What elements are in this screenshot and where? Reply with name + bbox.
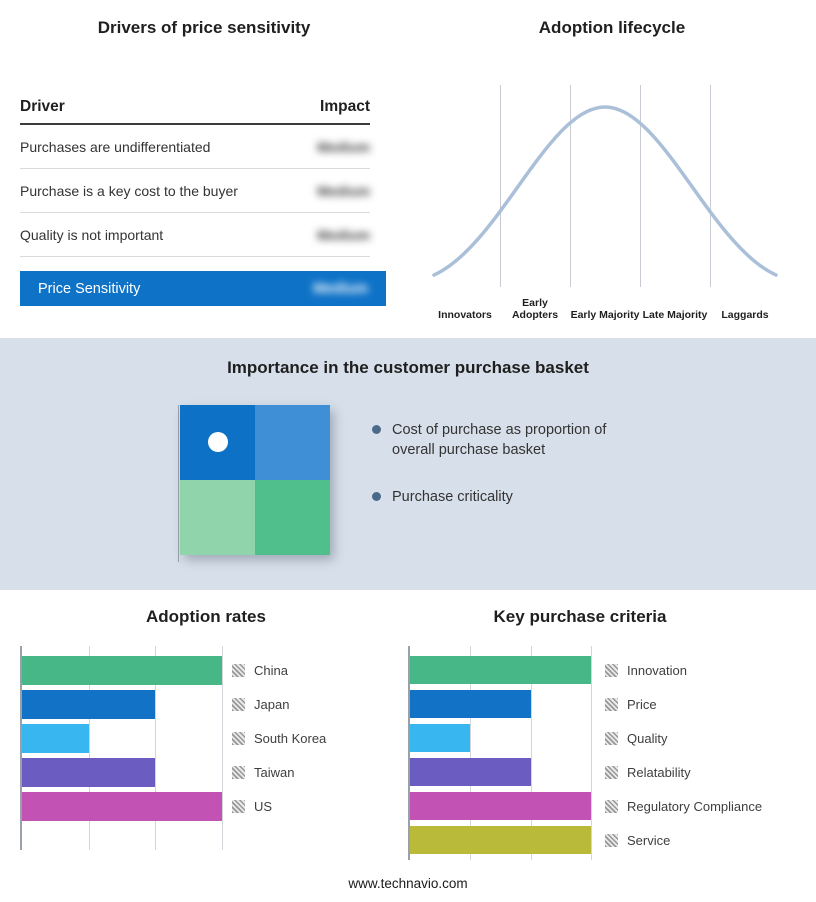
list-item: Cost of purchase as proportion of overal… <box>372 420 652 461</box>
legend-swatch-icon <box>605 697 618 711</box>
legend-item: US <box>232 792 326 821</box>
legend-swatch-icon <box>605 765 618 779</box>
bell-curve-icon <box>432 105 778 277</box>
legend-swatch-icon <box>232 664 245 677</box>
gridline <box>530 646 532 860</box>
legend-item: Relatability <box>605 758 762 786</box>
bullet-icon <box>372 425 381 434</box>
price-sensitivity-highlight-row: Price Sensitivity Medium <box>20 271 386 306</box>
gridline <box>222 646 223 850</box>
bar-relatability <box>410 758 531 786</box>
adoption-rates-title: Adoption rates <box>146 607 266 626</box>
impact-cell-redacted: Medium <box>317 226 370 243</box>
gridline <box>570 85 571 287</box>
lifecycle-plot-area <box>430 85 780 287</box>
gridline <box>88 646 90 850</box>
purchase-basket-section: Importance in the customer purchase bask… <box>0 338 816 590</box>
key-purchase-criteria-bars <box>410 646 591 860</box>
column-header-impact: Impact <box>320 98 370 115</box>
adoption-lifecycle-chart: Innovators Early Adopters Early Majority… <box>430 85 780 321</box>
legend-item: Japan <box>232 690 326 719</box>
driver-cell: Purchase is a key cost to the buyer <box>20 182 238 199</box>
stage-label: Early Majority <box>570 308 640 321</box>
bar-china <box>22 656 222 685</box>
legend-swatch-icon <box>232 766 245 779</box>
legend-item: Taiwan <box>232 758 326 787</box>
adoption-rates-plot <box>20 646 223 850</box>
table-row: Purchases are undifferentiated Medium <box>20 125 370 169</box>
key-purchase-criteria-title: Key purchase criteria <box>493 607 667 626</box>
impact-cell-redacted: Medium <box>317 138 370 155</box>
bar-quality <box>410 724 471 752</box>
matrix-quadrant-bottom-right <box>255 480 330 555</box>
table-row: Quality is not important Medium <box>20 213 370 257</box>
legend-swatch-icon <box>232 800 245 813</box>
purchase-basket-matrix <box>180 405 330 555</box>
adoption-rates-bars <box>22 646 222 850</box>
lifecycle-stage-labels: Innovators Early Adopters Early Majority… <box>430 293 780 321</box>
legend-item: Innovation <box>605 656 762 684</box>
bullet-text: Purchase criticality <box>392 488 513 505</box>
bullet-icon <box>372 491 381 501</box>
drivers-section-title: Drivers of price sensitivity <box>97 18 311 37</box>
list-item: Purchase criticality <box>372 487 652 507</box>
legend-item: Price <box>605 690 762 718</box>
legend-swatch-icon <box>605 833 618 847</box>
stage-label: Innovators <box>438 308 492 321</box>
gridline <box>470 646 472 860</box>
gridline <box>710 85 711 287</box>
price-sensitivity-label: Price Sensitivity <box>38 280 141 297</box>
drivers-table: Driver Impact Purchases are undifferenti… <box>20 90 386 306</box>
column-header-driver: Driver <box>20 98 65 115</box>
bar-japan <box>22 690 156 719</box>
bar-south-korea <box>22 724 89 753</box>
legend-item: South Korea <box>232 724 326 753</box>
lifecycle-section-title: Adoption lifecycle <box>538 18 686 37</box>
legend-swatch-icon <box>232 698 245 711</box>
impact-cell-redacted: Medium <box>313 280 368 297</box>
gridline <box>591 646 592 860</box>
legend-swatch-icon <box>605 731 618 745</box>
matrix-quadrant-top-right <box>255 405 330 480</box>
top-section: Drivers of price sensitivity Adoption li… <box>0 0 816 338</box>
legend-swatch-icon <box>605 799 618 813</box>
key-purchase-criteria-legend: Innovation Price Quality Relatability Re… <box>605 656 762 860</box>
bullet-text: Cost of purchase as proportion of overal… <box>392 422 607 459</box>
driver-cell: Quality is not important <box>20 226 164 243</box>
matrix-dot-icon <box>208 432 228 452</box>
bar-regulatory-compliance <box>410 792 591 820</box>
matrix-quadrant-top-left <box>180 405 255 480</box>
footer-url: www.technavio.com <box>348 876 468 891</box>
gridline <box>500 85 501 287</box>
adoption-rates-legend: China Japan South Korea Taiwan US <box>232 656 326 826</box>
matrix-quadrant-bottom-left <box>180 480 255 555</box>
gridline <box>640 85 641 287</box>
bar-us <box>22 792 222 821</box>
purchase-basket-title: Importance in the customer purchase bask… <box>227 358 589 377</box>
matrix-axis-line <box>178 405 179 562</box>
legend-swatch-icon <box>232 732 245 745</box>
purchase-basket-bullets: Cost of purchase as proportion of overal… <box>372 420 652 533</box>
legend-item: China <box>232 656 326 685</box>
drivers-table-header: Driver Impact <box>20 90 370 125</box>
legend-swatch-icon <box>605 663 618 677</box>
stage-label: Early Adopters <box>511 296 559 321</box>
stage-label: Laggards <box>721 308 769 321</box>
stage-label: Late Majority <box>642 308 708 321</box>
bar-service <box>410 826 591 854</box>
legend-item: Regulatory Compliance <box>605 792 762 820</box>
bottom-section: Adoption rates Key purchase criteria Chi… <box>0 590 816 902</box>
bar-innovation <box>410 656 591 684</box>
bar-taiwan <box>22 758 156 787</box>
legend-item: Service <box>605 826 762 854</box>
table-row: Purchase is a key cost to the buyer Medi… <box>20 169 370 213</box>
legend-item: Quality <box>605 724 762 752</box>
driver-cell: Purchases are undifferentiated <box>20 138 211 155</box>
key-purchase-criteria-plot <box>408 646 592 860</box>
impact-cell-redacted: Medium <box>317 182 370 199</box>
gridline <box>155 646 157 850</box>
bar-price <box>410 690 531 718</box>
